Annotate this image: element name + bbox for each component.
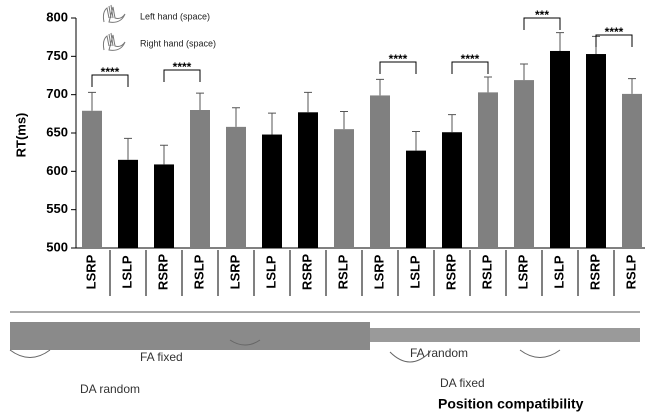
x-tick-label: RSLP (335, 254, 350, 289)
error-bar (304, 91, 312, 113)
y-tick-label: 650 (46, 124, 68, 139)
significance-bracket (451, 61, 489, 74)
y-tick-label: 550 (46, 201, 68, 216)
bar (478, 92, 498, 248)
significance-bracket (91, 74, 129, 87)
group-label: FA random (410, 346, 468, 360)
y-axis-title: RT(ms) (13, 113, 28, 158)
bar (118, 159, 138, 248)
error-bar (196, 92, 204, 110)
error-bar (340, 111, 348, 130)
error-bar (628, 78, 636, 94)
x-tick-label: LSRP (371, 254, 386, 289)
error-bar (88, 91, 96, 111)
bar (586, 54, 606, 249)
significance-label: *** (535, 8, 549, 22)
group-label: DA fixed (440, 376, 485, 390)
error-bar (520, 63, 528, 81)
error-bar (412, 130, 420, 151)
bar (370, 95, 390, 248)
group-label: FA fixed (140, 350, 183, 364)
x-tick-label: RSLP (623, 254, 638, 289)
y-tick-label: 800 (46, 9, 68, 24)
error-bar (268, 112, 276, 135)
y-tick-label: 750 (46, 48, 68, 63)
bar (226, 126, 246, 248)
x-tick-label: RSRP (299, 254, 314, 290)
group-label: DA random (80, 382, 140, 396)
significance-bracket (163, 69, 201, 82)
significance-bracket (523, 17, 561, 30)
bar (550, 50, 570, 248)
x-tick-label: LSRP (227, 254, 242, 289)
bar (298, 112, 318, 248)
significance-bracket (595, 34, 633, 47)
legend-label: Right hand (space) (140, 38, 216, 48)
error-bar (232, 107, 240, 127)
bar (154, 164, 174, 248)
error-bar (160, 144, 168, 165)
bar (190, 110, 210, 248)
significance-label: **** (461, 52, 480, 66)
error-bar (124, 137, 132, 160)
x-tick-label: LSLP (551, 255, 566, 289)
y-tick-label: 700 (46, 86, 68, 101)
x-tick-label: LSLP (407, 255, 422, 289)
y-tick-label: 600 (46, 163, 68, 178)
bar (406, 150, 426, 248)
bottom-artifacts (9, 311, 640, 363)
significance-label: **** (389, 52, 408, 66)
bar (334, 129, 354, 248)
x-tick-label: LSRP (515, 254, 530, 289)
significance-label: **** (605, 25, 624, 39)
x-tick-label: RSRP (443, 254, 458, 290)
bar (514, 80, 534, 248)
error-bar (484, 76, 492, 93)
legend-label: Left hand (space) (140, 11, 210, 21)
x-tick-label: RSLP (191, 254, 206, 289)
significance-bracket (379, 61, 417, 74)
error-bar (376, 78, 384, 96)
x-tick-label: LSRP (83, 254, 98, 289)
x-tick-label: RSRP (587, 254, 602, 290)
error-bar (448, 114, 456, 133)
x-tick-label: LSLP (119, 255, 134, 289)
x-tick-label: RSLP (479, 254, 494, 289)
x-axis-title: Position compatibility (438, 396, 584, 412)
significance-label: **** (101, 65, 120, 79)
x-tick-label: RSRP (155, 254, 170, 290)
x-tick-label: LSLP (263, 255, 278, 289)
bar (442, 132, 462, 248)
bar (262, 134, 282, 248)
y-tick-label: 500 (46, 239, 68, 254)
hand-icons (102, 4, 126, 51)
bar (82, 110, 102, 249)
error-bar (556, 32, 564, 51)
bar (622, 93, 642, 249)
significance-label: **** (173, 60, 192, 74)
